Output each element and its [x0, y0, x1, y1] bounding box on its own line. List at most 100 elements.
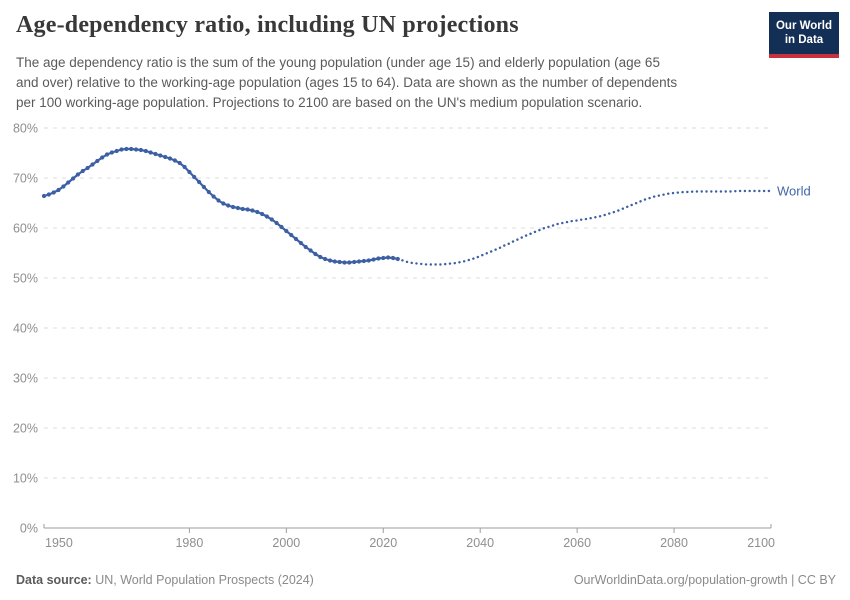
series-marker [182, 164, 187, 170]
x-tick-label: 2000 [272, 536, 300, 550]
series-marker [71, 176, 76, 181]
x-tick-label: 2040 [466, 536, 494, 550]
y-tick-label: 80% [13, 122, 38, 136]
series-marker [327, 258, 333, 263]
owid-logo-line2: in Data [784, 34, 824, 47]
series-marker [356, 259, 362, 264]
series-marker [347, 260, 352, 265]
series-marker [114, 148, 119, 154]
series-marker [163, 154, 168, 160]
series-marker [206, 189, 211, 195]
series-marker [361, 258, 366, 264]
series-marker [148, 150, 153, 155]
series-marker [390, 255, 396, 261]
series-marker [201, 184, 206, 190]
y-tick-label: 50% [13, 272, 38, 286]
series-marker [366, 258, 371, 263]
subtitle-line: and over) relative to the working-age po… [16, 75, 678, 90]
series-marker [240, 206, 245, 212]
series-marker [289, 232, 294, 238]
y-tick-label: 0% [20, 522, 38, 536]
series-marker [109, 150, 114, 155]
x-tick-label: 2080 [660, 536, 688, 550]
series-marker [192, 174, 197, 180]
y-tick-label: 40% [13, 322, 38, 336]
series-marker [46, 192, 51, 197]
series-marker [323, 256, 328, 262]
chart-subtitle: The age dependency ratio is the sum of t… [16, 53, 677, 113]
series-line-projection [396, 189, 773, 266]
series-marker [386, 255, 391, 260]
series-marker [153, 151, 158, 157]
chart-svg: 0% 10% 20% 30% 40% 50% 60% 70% 80% 1950 1980 2000 20… [13, 122, 811, 551]
chart-footer: Data source: UN, World Population Prospe… [16, 573, 836, 587]
series-marker [158, 153, 163, 158]
series-marker [100, 155, 105, 160]
series-line-historical [43, 147, 399, 264]
credit-link[interactable]: OurWorldinData.org/population-growth | C… [573, 573, 836, 587]
series-marker [104, 152, 110, 157]
series-marker [138, 147, 143, 153]
series-marker [235, 205, 240, 211]
series-marker [66, 180, 71, 185]
x-tick-label: 2100 [747, 536, 775, 550]
y-tick-label: 20% [13, 422, 38, 436]
series-marker [61, 184, 66, 189]
x-tick-label: 1980 [175, 536, 203, 550]
subtitle-line: The age dependency ratio is the sum of t… [16, 55, 660, 70]
owid-logo[interactable]: Our World in Data [769, 12, 839, 58]
series-marker [332, 259, 337, 264]
series-marker [75, 172, 80, 177]
series-marker [177, 160, 182, 166]
series-marker [85, 165, 90, 171]
series-marker [119, 147, 124, 152]
series-marker [211, 194, 216, 199]
series-marker [197, 179, 202, 185]
series-marker [167, 156, 173, 161]
series-marker [352, 259, 357, 265]
y-tick-label: 70% [13, 172, 38, 186]
series-marker [264, 214, 269, 219]
series-marker [129, 146, 134, 152]
series-marker [187, 169, 192, 175]
series-marker [143, 148, 148, 154]
series-marker [56, 187, 61, 193]
x-tick-label: 1950 [45, 536, 73, 550]
data-source-text: UN, World Population Prospects (2024) [95, 573, 314, 587]
series-marker [293, 236, 299, 242]
series-marker [303, 244, 308, 250]
series-marker [95, 158, 100, 164]
series-marker [255, 209, 260, 215]
y-tick-label: 10% [13, 472, 38, 486]
data-source-label: Data source: [16, 573, 92, 587]
series-marker [308, 248, 313, 253]
series-marker [250, 208, 255, 213]
x-tick-label: 2020 [369, 536, 397, 550]
series-marker [260, 211, 265, 217]
series-marker [376, 256, 381, 261]
series-marker [313, 251, 318, 257]
series-marker [381, 255, 386, 261]
series-marker [230, 204, 236, 210]
page-title: Age-dependency ratio, including UN proje… [16, 12, 519, 38]
series-marker [124, 146, 129, 152]
series-marker [284, 228, 289, 234]
series-marker [274, 220, 279, 226]
series-marker [80, 168, 85, 174]
subtitle-line: per 100 working-age population. Projecti… [16, 95, 643, 110]
series-label-world[interactable]: World [777, 184, 811, 199]
series-marker [245, 207, 250, 212]
series-marker [337, 259, 342, 265]
series-marker [342, 260, 347, 265]
series-marker [226, 203, 231, 208]
series-marker [221, 201, 226, 206]
series-marker [269, 217, 274, 222]
owid-logo-line1: Our World [775, 20, 832, 32]
series-marker [41, 193, 47, 199]
series-marker [279, 224, 284, 230]
series-marker [216, 198, 221, 203]
y-tick-label: 30% [13, 372, 38, 386]
series-marker [90, 162, 95, 167]
x-tick-label: 2060 [563, 536, 591, 550]
